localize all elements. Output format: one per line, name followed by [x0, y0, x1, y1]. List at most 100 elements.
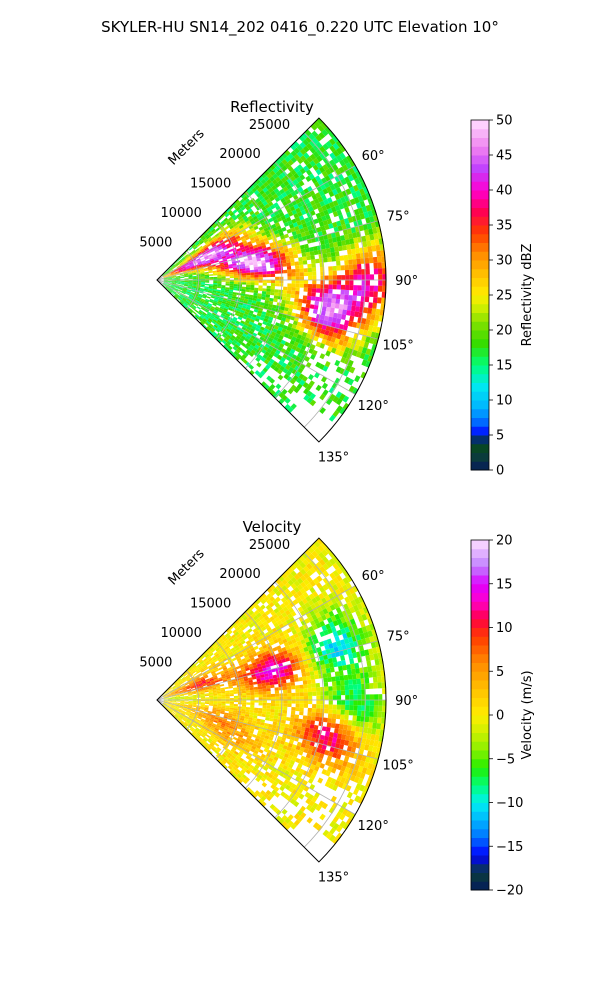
reflectivity-cell	[220, 288, 226, 291]
reflectivity-cell	[217, 281, 222, 284]
reflectivity-cell	[182, 259, 187, 263]
velocity-cell	[247, 642, 253, 648]
reflectivity-cell	[352, 184, 360, 192]
reflectivity-cell	[332, 275, 337, 280]
velocity-cell	[175, 705, 180, 708]
velocity-cell	[249, 707, 255, 711]
reflectivity-cell	[247, 299, 253, 303]
velocity-cell	[206, 655, 211, 660]
velocity-cell	[336, 700, 342, 705]
reflectivity-cell	[302, 340, 309, 347]
reflectivity-cell	[332, 200, 339, 207]
reflectivity-cell	[327, 207, 333, 215]
velocity-cell	[249, 738, 255, 744]
reflectivity-cell	[236, 237, 242, 242]
reflectivity-cell	[263, 195, 270, 201]
reflectivity-cell	[293, 172, 300, 180]
velocity-cell	[308, 745, 314, 751]
reflectivity-cell	[186, 291, 191, 294]
reflectivity-cell	[175, 283, 181, 285]
velocity-cell	[176, 698, 181, 699]
reflectivity-cell	[199, 255, 204, 259]
reflectivity-cell	[315, 288, 321, 293]
velocity-cell	[258, 656, 264, 661]
reflectivity-cell	[312, 137, 319, 145]
velocity-cell	[176, 698, 181, 700]
reflectivity-cell	[293, 166, 300, 173]
velocity-cell	[303, 646, 309, 653]
velocity-cell	[329, 647, 335, 654]
velocity-cell	[254, 707, 259, 711]
reflectivity-cell	[209, 323, 214, 328]
reflectivity-cell	[224, 219, 230, 224]
velocity-cell	[349, 689, 354, 695]
reflectivity-cell	[349, 238, 355, 245]
reflectivity-cell	[342, 402, 350, 410]
reflectivity-cell	[256, 341, 262, 347]
velocity-cell	[262, 708, 267, 712]
reflectivity-cell	[271, 184, 277, 191]
reflectivity-cell	[167, 280, 173, 281]
velocity-cell	[259, 721, 265, 726]
reflectivity-cell	[162, 284, 166, 288]
reflectivity-cell	[213, 238, 219, 243]
reflectivity-cell	[378, 280, 383, 286]
velocity-cell	[265, 711, 271, 715]
velocity-cell	[341, 660, 347, 666]
velocity-cell	[271, 599, 278, 605]
velocity-cell	[256, 678, 262, 682]
velocity-cell	[332, 631, 339, 638]
reflectivity-cell	[325, 140, 333, 148]
velocity-cell	[251, 662, 257, 667]
reflectivity-cell	[240, 309, 246, 314]
velocity-cell	[299, 664, 305, 670]
velocity-cell	[345, 589, 352, 597]
velocity-cell	[287, 591, 294, 598]
reflectivity-cell	[215, 328, 221, 333]
velocity-cell	[200, 702, 206, 704]
velocity-cell	[258, 615, 264, 621]
reflectivity-cell	[210, 249, 215, 253]
velocity-cell	[167, 700, 173, 701]
reflectivity-cell	[188, 273, 193, 276]
reflectivity-cell	[307, 374, 314, 381]
reflectivity-cell	[333, 327, 339, 334]
reflectivity-cell	[208, 238, 213, 243]
reflectivity-cell	[234, 337, 240, 342]
reflectivity-cell	[321, 170, 329, 178]
reflectivity-cell	[249, 217, 255, 223]
reflectivity-cell	[332, 142, 340, 150]
reflectivity-cell	[363, 353, 370, 361]
velocity-cell	[308, 768, 314, 774]
reflectivity-cell	[246, 284, 251, 288]
reflectivity-cell	[261, 259, 266, 264]
velocity-cell	[188, 704, 193, 707]
reflectivity-cell	[338, 214, 344, 221]
velocity-cell	[176, 685, 181, 688]
velocity-cell	[342, 724, 348, 731]
velocity-cell	[316, 700, 321, 705]
reflectivity-cell	[280, 303, 286, 308]
reflectivity-cell	[169, 287, 174, 291]
reflectivity-cell	[204, 315, 210, 320]
reflectivity-cell	[256, 213, 262, 219]
reflectivity-cell	[192, 284, 197, 287]
velocity-cell	[286, 746, 292, 752]
reflectivity-cell	[229, 218, 235, 224]
velocity-cell	[250, 697, 255, 700]
velocity-cell	[278, 640, 284, 646]
velocity-cell	[332, 577, 340, 585]
reflectivity-cell	[286, 290, 292, 295]
reflectivity-cell	[315, 202, 322, 209]
reflectivity-cell	[274, 267, 279, 271]
reflectivity-cell	[168, 268, 173, 272]
reflectivity-cell	[240, 342, 246, 347]
reflectivity-cell	[177, 297, 182, 301]
velocity-cell	[346, 601, 353, 609]
velocity-cell	[163, 702, 168, 705]
velocity-cell	[261, 651, 267, 657]
velocity-cell	[247, 677, 253, 681]
velocity-cell	[289, 768, 296, 775]
velocity-cell	[289, 721, 295, 726]
velocity-cell	[236, 657, 242, 662]
